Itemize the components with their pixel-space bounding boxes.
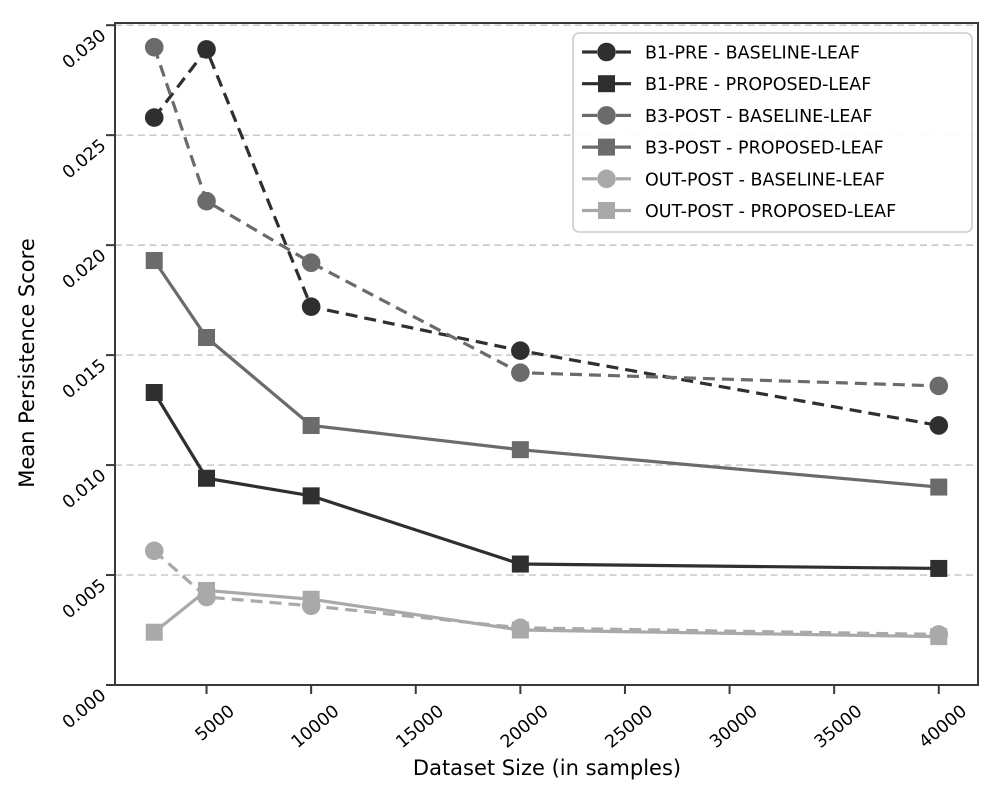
series-line [152,391,939,571]
x-tick-label: 5000 [192,702,239,746]
series-marker-circle [144,37,164,57]
y-tick-label: 0.030 [59,26,110,74]
series-marker-square [198,469,216,487]
series-marker-square [145,623,163,641]
series-marker-square [198,329,216,347]
series-marker-circle [197,191,216,211]
y-tick-label: 0.010 [59,466,110,514]
series-marker-square [145,383,163,401]
series-marker-square [930,628,948,646]
legend-marker-circle [597,169,616,189]
legend-entry: B1-PRE - PROPOSED-LEAF [582,75,871,95]
legend-marker-square [598,75,615,93]
series-line [153,588,939,639]
legend-entry: B3-POST - BASELINE-LEAF [582,106,872,127]
legend-entry: OUT-POST - BASELINE-LEAF [582,169,885,190]
series-marker-circle [301,253,321,273]
x-tick-label: 10000 [288,702,344,753]
series-marker-circle [511,363,530,382]
legend-label: B1-PRE - BASELINE-LEAF [645,44,860,64]
legend: B1-PRE - BASELINE-LEAF B1-PRE - PROPOSED-… [572,32,973,233]
series-marker-square [302,416,320,434]
series-marker-square [198,581,216,599]
series-marker-circle [301,297,321,317]
series-marker-square [930,559,948,577]
legend-label: B3-POST - PROPOSED-LEAF [645,139,884,159]
x-axis-label: Dataset Size (in samples) [412,756,682,780]
legend-entry: B1-PRE - BASELINE-LEAF [582,42,860,64]
legend-entry: B3-POST - PROPOSED-LEAF [582,138,884,159]
legend-label: B1-PRE - PROPOSED-LEAF [645,75,871,95]
y-tick-label: 0.025 [59,136,110,184]
series-marker-circle [144,541,164,561]
plot-border [114,22,979,686]
x-tick-label: 25000 [602,702,658,753]
series-marker-square [930,478,948,496]
legend-marker-square [598,138,615,156]
series-marker-circle [197,40,216,59]
series-marker-square [145,252,163,270]
series-marker-square [511,441,529,459]
y-axis-label: Mean Persistence Score [15,238,39,488]
legend-marker-circle [597,42,616,62]
x-tick-label: 35000 [811,702,867,753]
y-tick-label: 0.015 [59,356,110,404]
x-tick-label: 40000 [915,702,971,753]
series-marker-circle [929,376,949,396]
legend-label: OUT-POST - PROPOSED-LEAF [645,202,896,222]
series-line [152,259,939,489]
legend-label: B3-POST - BASELINE-LEAF [645,107,872,127]
series-marker-circle [511,341,530,361]
legend-label: OUT-POST - BASELINE-LEAF [645,170,885,190]
series-marker-circle [144,108,164,127]
legend-entry: OUT-POST - PROPOSED-LEAF [582,202,896,222]
legend-marker-circle [597,106,616,125]
y-tick-label: 0.020 [59,246,110,294]
series-marker-square [511,555,529,573]
legend-marker-square [598,202,615,219]
series-marker-square [302,487,320,505]
x-tick-label: 15000 [392,702,448,753]
x-tick-label: 30000 [706,702,762,753]
series-marker-square [511,621,529,639]
series-marker-square [302,590,320,608]
y-tick-label: 0.005 [59,576,110,624]
y-tick-label: 0.000 [59,686,110,734]
legend-box [572,32,973,233]
series-marker-circle [929,416,949,435]
x-tick-label: 20000 [497,702,553,753]
